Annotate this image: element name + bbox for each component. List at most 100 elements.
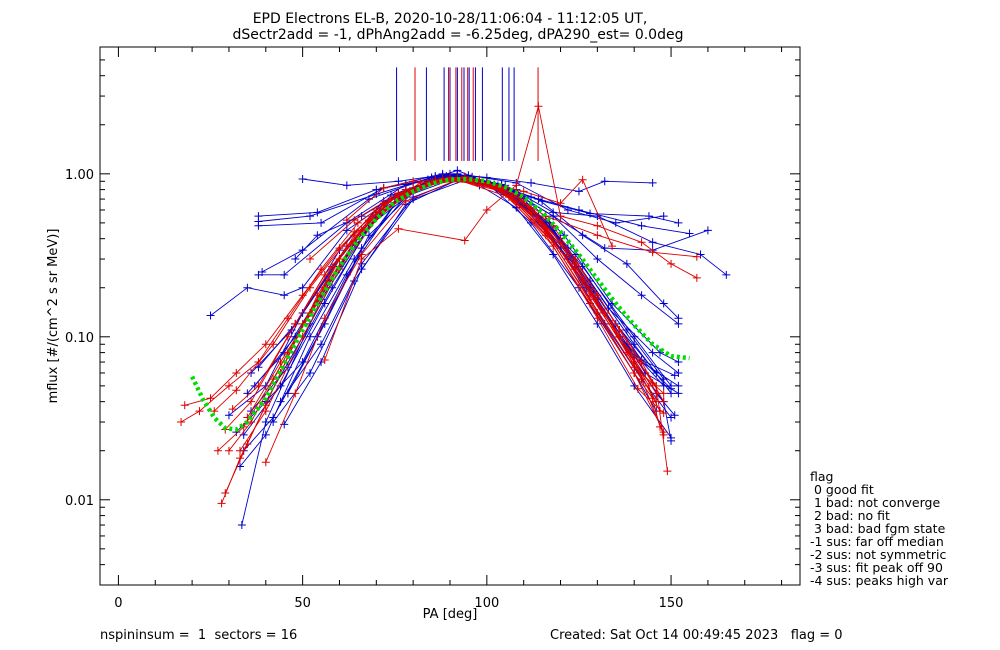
data-point bbox=[195, 407, 204, 416]
series-line bbox=[243, 179, 672, 436]
data-point bbox=[261, 407, 270, 416]
data-point bbox=[409, 177, 418, 186]
data-point bbox=[633, 384, 642, 393]
data-point bbox=[280, 291, 289, 300]
data-point bbox=[254, 381, 263, 390]
data-point bbox=[320, 299, 329, 308]
legend-entry: 3 bad: bad fgm state bbox=[810, 521, 946, 536]
data-point bbox=[306, 255, 314, 264]
series-line bbox=[180, 177, 665, 423]
y-axis-label: mflux [#/(cm^2 s sr MeV)] bbox=[46, 229, 61, 404]
data-point bbox=[703, 226, 712, 235]
chart-subtitle: dSectr2add = -1, dPhAng2add = -6.25deg, … bbox=[233, 27, 684, 43]
series bbox=[280, 173, 668, 429]
data-point bbox=[276, 397, 285, 406]
data-point bbox=[394, 224, 403, 233]
series bbox=[269, 174, 661, 427]
data-point bbox=[317, 340, 326, 349]
data-point bbox=[350, 216, 359, 225]
data-point bbox=[394, 177, 403, 186]
legend-entry: -2 sus: not symmetric bbox=[810, 547, 946, 562]
data-point bbox=[512, 181, 521, 190]
series-line bbox=[250, 175, 675, 376]
data-point bbox=[659, 389, 668, 398]
data-point bbox=[247, 368, 256, 377]
data-point bbox=[364, 195, 373, 204]
series bbox=[320, 102, 701, 365]
data-point bbox=[534, 102, 543, 111]
data-point bbox=[261, 458, 270, 467]
data-point bbox=[228, 405, 237, 414]
data-point bbox=[232, 386, 241, 395]
data-point bbox=[571, 265, 580, 274]
data-point bbox=[611, 218, 620, 227]
y-tick-label: 1.00 bbox=[65, 168, 94, 183]
data-point bbox=[342, 226, 351, 235]
x-tick-label: 50 bbox=[294, 596, 311, 611]
data-point bbox=[674, 389, 683, 398]
data-point bbox=[608, 242, 617, 251]
data-point bbox=[593, 255, 602, 264]
data-point bbox=[692, 252, 701, 261]
data-point bbox=[224, 411, 233, 420]
data-point bbox=[630, 340, 639, 349]
data-point bbox=[180, 401, 189, 410]
data-point bbox=[236, 446, 244, 455]
data-point bbox=[722, 270, 731, 279]
data-point bbox=[656, 422, 664, 431]
data-point bbox=[659, 409, 668, 418]
data-point bbox=[670, 411, 679, 420]
data-point bbox=[217, 499, 226, 508]
data-point bbox=[269, 418, 278, 427]
data-point bbox=[586, 299, 594, 308]
data-point bbox=[224, 381, 233, 390]
data-point bbox=[317, 218, 326, 227]
data-point bbox=[527, 178, 536, 187]
data-point bbox=[357, 265, 366, 274]
data-point bbox=[328, 262, 337, 271]
data-point bbox=[177, 418, 186, 427]
data-point bbox=[291, 255, 300, 264]
data-point bbox=[615, 326, 624, 335]
data-point bbox=[563, 250, 572, 259]
data-point bbox=[685, 229, 694, 238]
data-point bbox=[401, 197, 410, 206]
legend-entry: 0 good fit bbox=[810, 482, 874, 497]
data-point bbox=[306, 212, 314, 221]
data-point bbox=[648, 394, 657, 403]
data-point bbox=[237, 521, 246, 530]
data-point bbox=[622, 259, 631, 268]
data-point bbox=[593, 231, 602, 240]
data-point bbox=[243, 283, 252, 292]
data-point bbox=[571, 255, 580, 264]
data-point bbox=[357, 212, 366, 221]
x-axis-label: PA [deg] bbox=[423, 607, 478, 622]
footer-right: Created: Sat Oct 14 00:49:45 2023 flag =… bbox=[550, 628, 843, 643]
data-point bbox=[630, 368, 639, 377]
data-point bbox=[674, 319, 683, 328]
data-point bbox=[206, 394, 215, 403]
data-point bbox=[298, 283, 307, 292]
x-tick-label: 0 bbox=[114, 596, 122, 611]
data-point bbox=[221, 489, 230, 498]
data-point bbox=[674, 358, 683, 367]
data-point bbox=[574, 187, 583, 196]
data-point bbox=[593, 221, 602, 230]
data-point bbox=[283, 389, 292, 398]
axis-ticks: 0 50 100 150 0.01 0.10 1.00 bbox=[65, 46, 800, 611]
data-point bbox=[578, 231, 587, 240]
data-point bbox=[261, 340, 270, 349]
data-point bbox=[648, 178, 657, 187]
x-tick-label: 150 bbox=[659, 596, 684, 611]
data-series bbox=[177, 102, 731, 530]
data-point bbox=[313, 231, 322, 240]
data-point bbox=[692, 273, 701, 282]
data-point bbox=[608, 319, 617, 328]
series bbox=[243, 173, 683, 398]
data-point bbox=[460, 236, 469, 245]
data-point bbox=[549, 250, 558, 259]
series bbox=[250, 172, 683, 398]
data-point bbox=[350, 227, 359, 236]
data-point bbox=[527, 208, 536, 217]
